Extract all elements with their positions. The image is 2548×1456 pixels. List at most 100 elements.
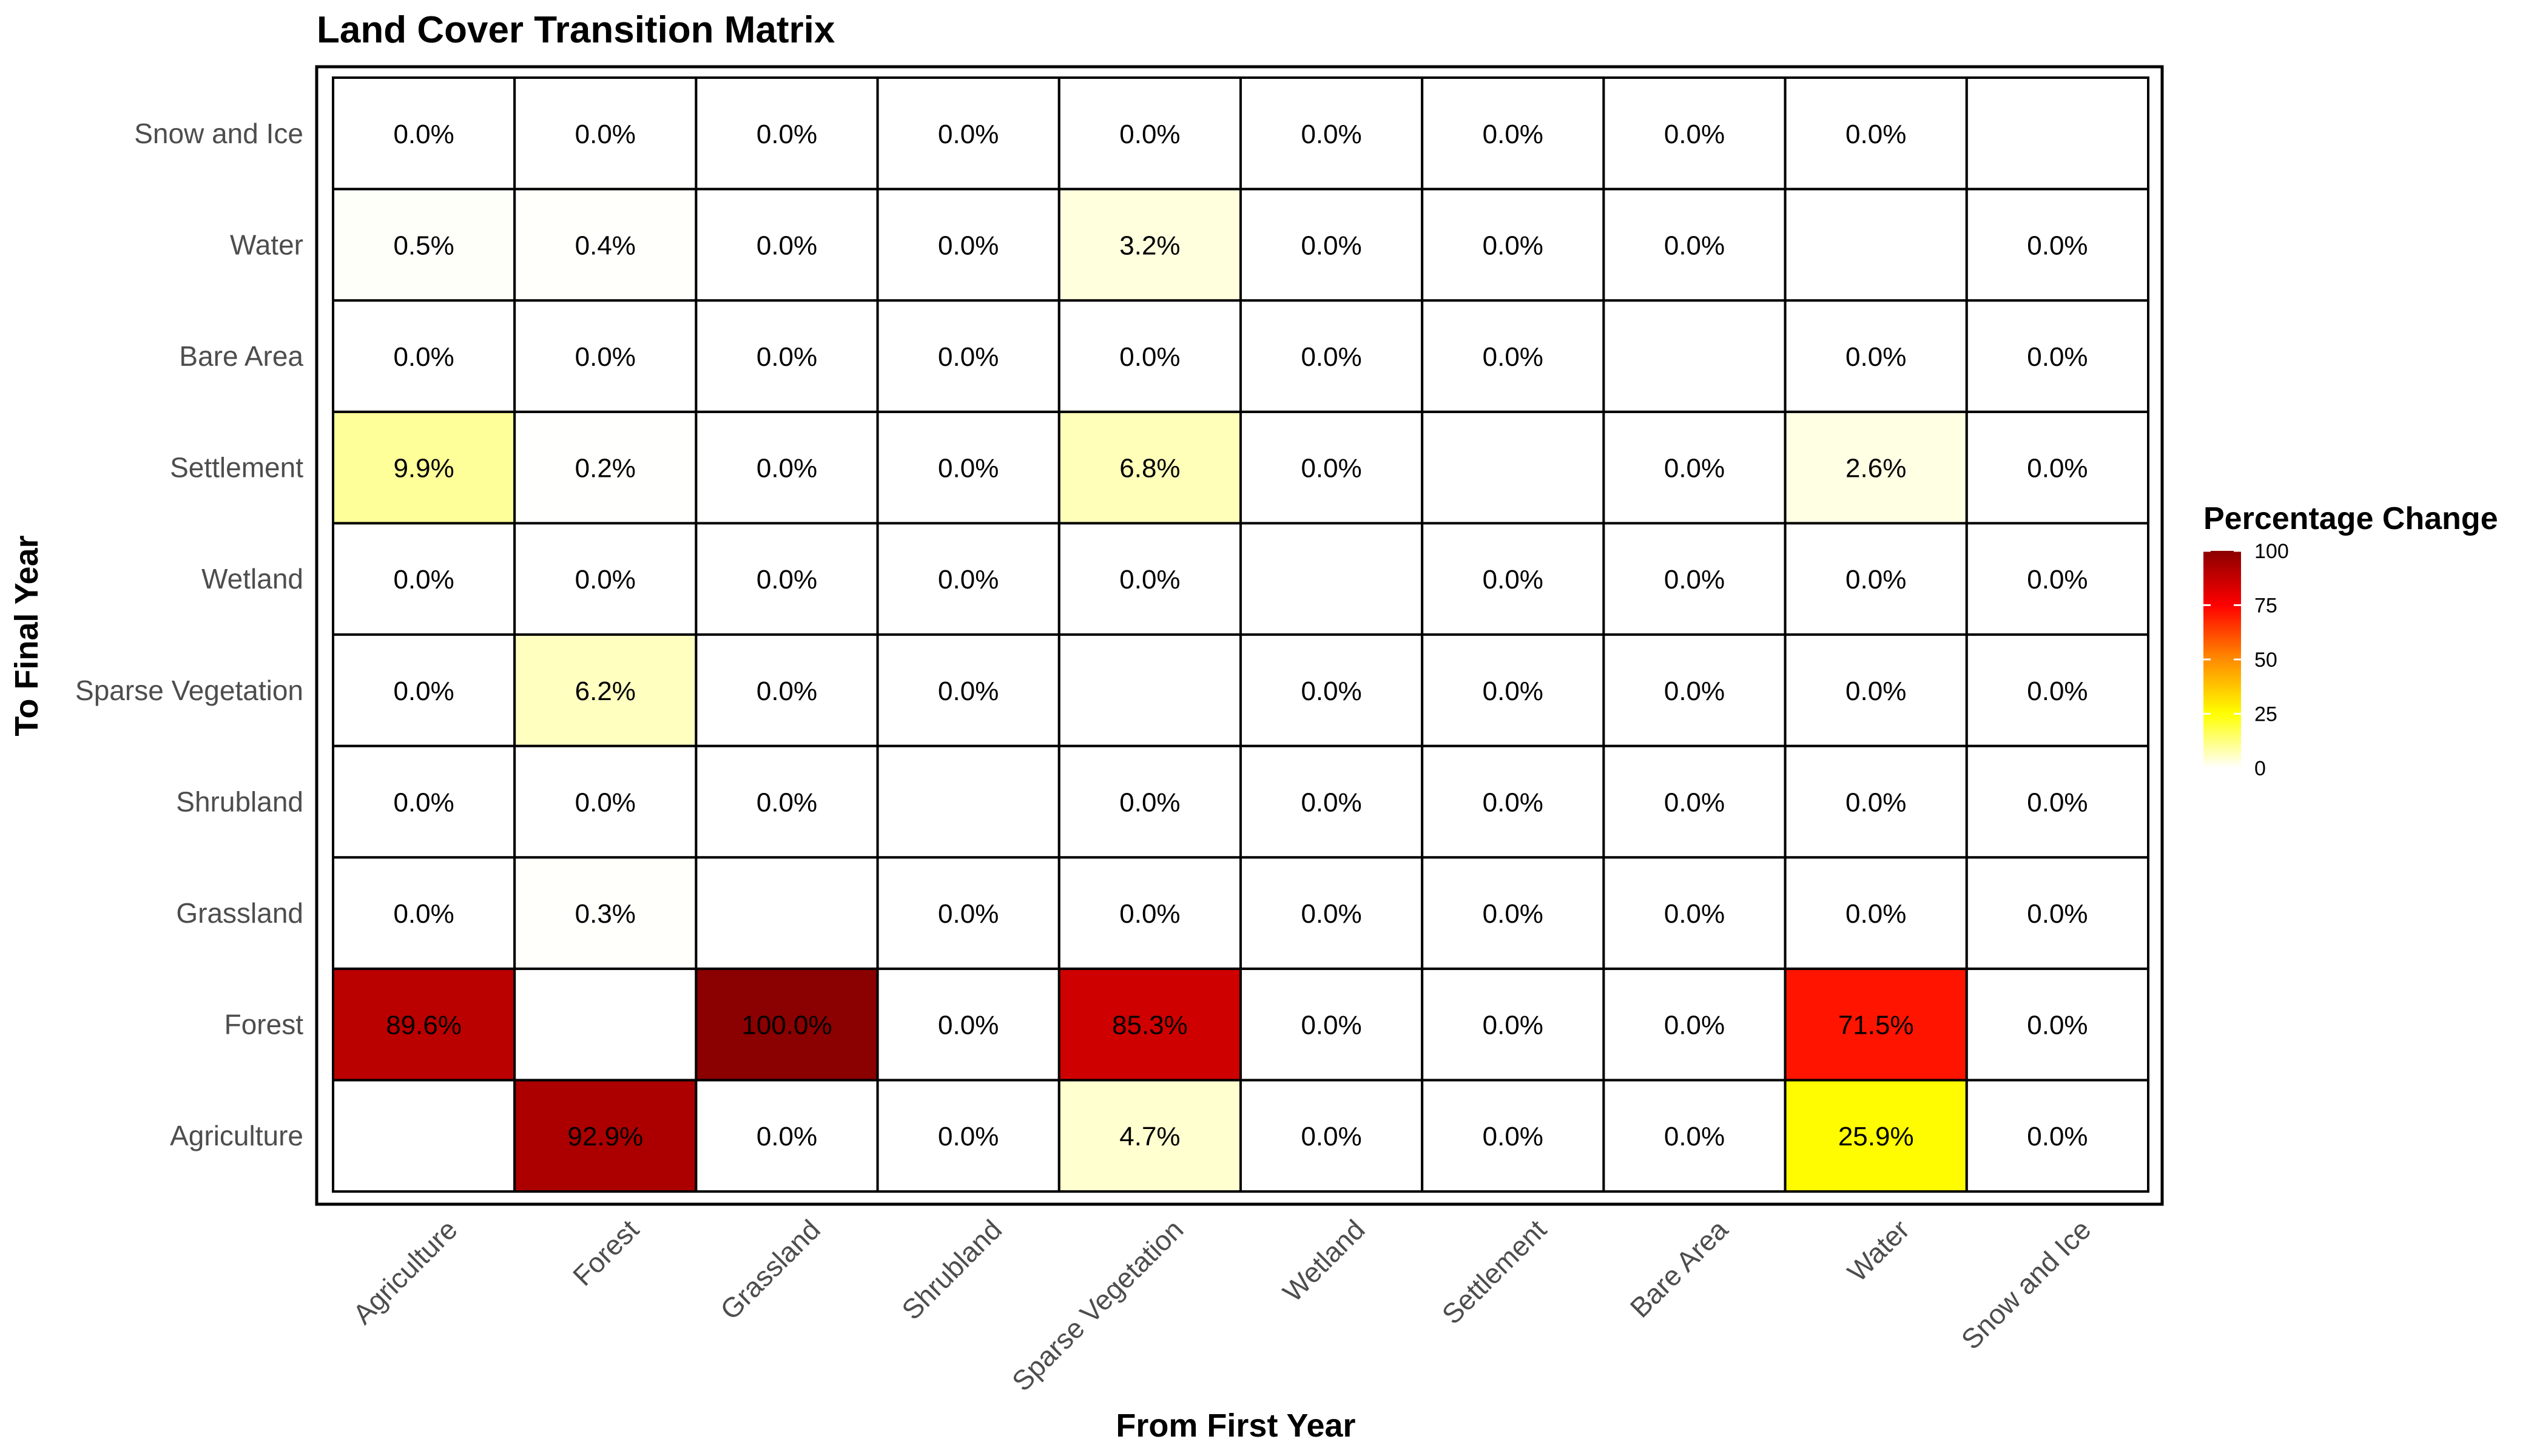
cell-value-label: 0.0%: [1119, 120, 1180, 149]
heatmap-cell: [1421, 967, 1605, 1082]
cell-value-label: 0.0%: [938, 676, 999, 706]
cell-value-label: 0.0%: [938, 565, 999, 595]
cell-value-label: 0.0%: [1664, 899, 1725, 929]
x-tick-label: Water: [1841, 1213, 1915, 1287]
cell-value-label: 0.0%: [1301, 676, 1361, 706]
cell-value-label: 0.0%: [1301, 1011, 1361, 1040]
heatmap-cell: [513, 187, 698, 302]
heatmap-cell: [695, 856, 879, 970]
heatmap-cell: [1239, 76, 1424, 190]
cell-value-label: 0.0%: [1664, 1011, 1725, 1040]
y-tick-label: Shrubland: [176, 786, 303, 817]
cell-value-label: 0.0%: [938, 231, 999, 260]
heatmap-cell: [1239, 633, 1424, 747]
cell-value-label: 0.0%: [1845, 787, 1906, 817]
cell-value-label: 0.0%: [1483, 787, 1543, 817]
y-axis-tick-labels: Agriculture Forest Grassland Shrubland Spars…: [75, 118, 303, 1151]
cell-value-label: 0.0%: [2027, 1122, 2088, 1151]
cell-value-label: 0.0%: [1845, 899, 1906, 929]
y-tick-label: Grassland: [176, 897, 303, 929]
cell-value-label: 0.0%: [393, 120, 454, 149]
heatmap-cell: [1602, 856, 1787, 970]
heatmap-cell: [513, 76, 698, 190]
heatmap-cell: [1965, 967, 2150, 1082]
cell-value-label: 71.5%: [1838, 1011, 1914, 1040]
cell-value-label: 0.0%: [2027, 1011, 2088, 1040]
x-tick-label: Snow and Ice: [1955, 1213, 2097, 1355]
cell-value-label: 0.0%: [1301, 899, 1361, 929]
heatmap-cell: [1965, 1079, 2150, 1193]
x-tick-label: Settlement: [1436, 1213, 1552, 1330]
heatmap-cell: [513, 967, 698, 1082]
cell-value-label: 0.0%: [1845, 565, 1906, 595]
cell-value-label: 0.0%: [757, 787, 817, 817]
heatmap-cell: [513, 410, 698, 525]
heatmap-cell: [695, 744, 879, 859]
cell-value-label: 0.0%: [393, 787, 454, 817]
cell-value-label: 0.0%: [1119, 342, 1180, 372]
heatmap-cell: [1057, 187, 1242, 302]
cell-value-label: 0.0%: [1301, 454, 1361, 484]
heatmap-cell: [332, 187, 516, 302]
cell-value-label: 0.0%: [1664, 120, 1725, 149]
cell-value-label: 0.0%: [757, 231, 817, 260]
heatmap-cell: [1057, 744, 1242, 859]
cell-value-label: 0.0%: [1845, 342, 1906, 372]
cell-value-label: 0.0%: [1301, 231, 1361, 260]
heatmap-cell: [1965, 856, 2150, 970]
legend: Percentage Change 0 25 50 75 100: [2203, 501, 2498, 780]
cell-value-label: 6.2%: [575, 676, 636, 706]
heatmap-cell: [332, 967, 516, 1082]
heatmap-cell: [1602, 633, 1787, 747]
heatmap-cell: [1421, 633, 1605, 747]
cell-value-label: 0.0%: [1664, 454, 1725, 484]
heatmap-cell: [876, 299, 1060, 413]
heatmap-cell: [1784, 410, 1968, 525]
y-tick-label: Agriculture: [170, 1120, 303, 1151]
heatmap-cell: [1421, 522, 1605, 636]
cell-value-label: 0.0%: [757, 342, 817, 372]
heatmap-cell: [1057, 522, 1242, 636]
cell-value-label: 0.0%: [1483, 231, 1543, 260]
legend-ticks: 0 25 50 75 100: [2203, 540, 2289, 780]
cell-value-label: 0.0%: [1119, 565, 1180, 595]
heatmap-cell: [1057, 856, 1242, 970]
heatmap-cell: [1421, 410, 1605, 525]
cell-value-label: 0.0%: [1483, 676, 1543, 706]
legend-tick-label: 0: [2254, 757, 2266, 780]
cell-value-label: 92.9%: [567, 1122, 643, 1151]
heatmap-cell: [1965, 187, 2150, 302]
cell-value-label: 0.0%: [1664, 1122, 1725, 1151]
heatmap-cell: [1239, 967, 1424, 1082]
heatmap-cell: [1965, 76, 2150, 190]
x-tick-label: Shrubland: [895, 1213, 1008, 1326]
heatmap-cell: [332, 299, 516, 413]
legend-tick-label: 75: [2254, 595, 2277, 618]
cell-value-label: 0.0%: [938, 1011, 999, 1040]
cell-value-label: 0.4%: [575, 231, 636, 260]
cell-value-label: 0.0%: [757, 676, 817, 706]
cell-value-label: 0.0%: [2027, 676, 2088, 706]
cell-value-label: 0.0%: [1664, 787, 1725, 817]
cell-value-label: 0.0%: [757, 120, 817, 149]
cell-value-label: 0.0%: [1301, 1122, 1361, 1151]
heatmap-cell: [1602, 410, 1787, 525]
cell-value-label: 0.0%: [938, 342, 999, 372]
heatmap-cell: [1602, 76, 1787, 190]
y-tick-label: Sparse Vegetation: [75, 675, 303, 706]
cell-value-label: 0.0%: [575, 565, 636, 595]
x-axis-tick-labels: Agriculture Forest Grassland ShrublandSpars…: [346, 1213, 2097, 1397]
cell-value-label: 0.0%: [757, 1122, 817, 1151]
cell-value-label: 85.3%: [1112, 1011, 1188, 1040]
heatmap-cell: [695, 522, 879, 636]
panel-border: [315, 65, 2164, 1206]
legend-tick-label: 50: [2254, 649, 2277, 672]
heatmap-cell: [1239, 744, 1424, 859]
heatmap-cell: [1421, 1079, 1605, 1193]
cell-value-label: 0.0%: [1664, 231, 1725, 260]
y-tick-label: Settlement: [170, 452, 303, 484]
cell-value-label: 0.0%: [393, 565, 454, 595]
y-tick-label: Snow and Ice: [134, 118, 303, 149]
heatmap-cell: [1965, 522, 2150, 636]
